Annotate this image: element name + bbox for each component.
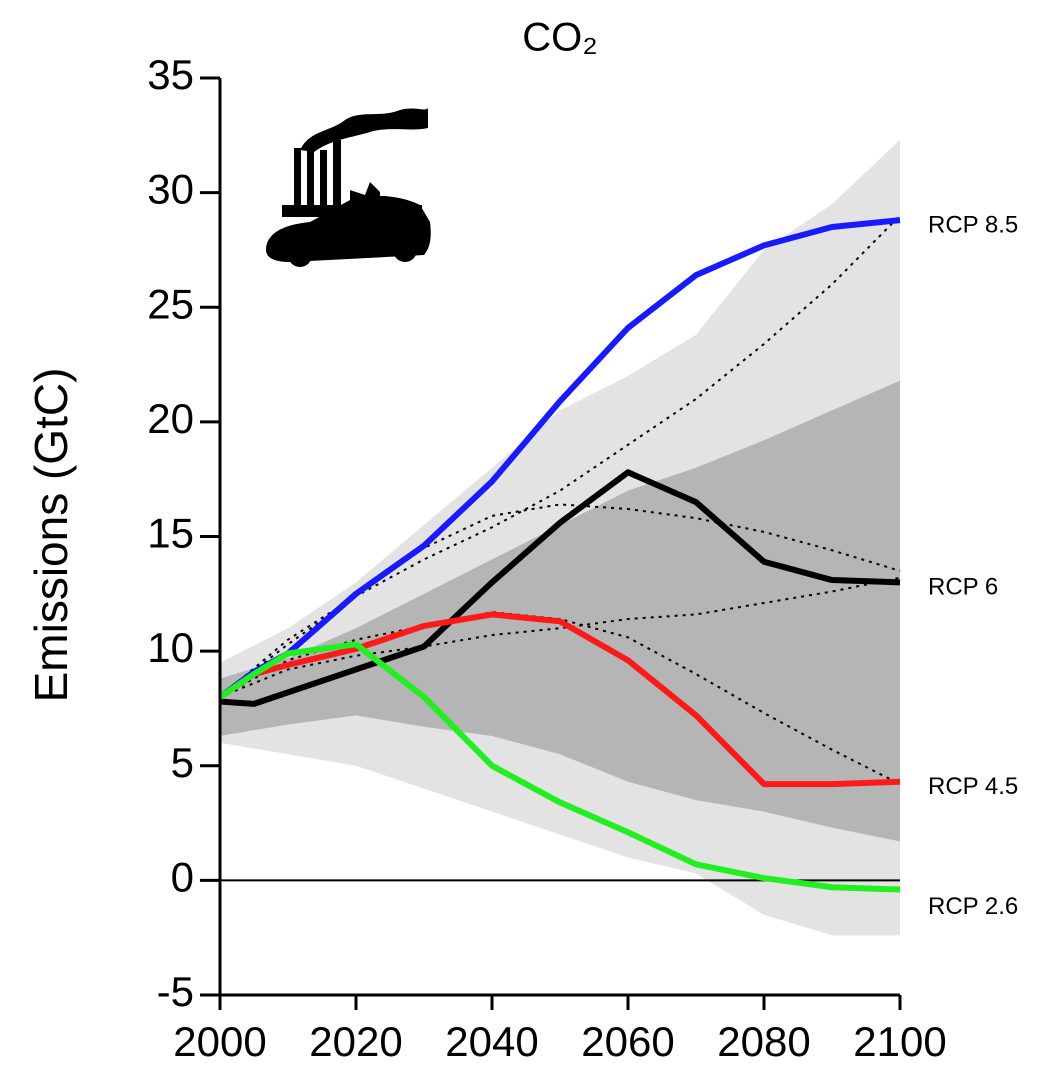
y-tick-label: 15: [147, 510, 194, 557]
series-label: RCP 6: [928, 574, 998, 601]
y-tick-label: 0: [171, 853, 194, 900]
x-tick-label: 2100: [853, 1018, 946, 1065]
y-tick-label: -5: [157, 968, 194, 1015]
x-tick-label: 2000: [173, 1018, 266, 1065]
chart-title: CO₂: [522, 16, 598, 60]
series-line: [218, 611, 901, 788]
reference-line: [219, 214, 901, 698]
y-tick-label: 25: [147, 280, 194, 327]
series-label: RCP 8.5: [928, 211, 1018, 238]
x-tick-label: 2080: [717, 1018, 810, 1065]
x-tick-label: 2020: [309, 1018, 402, 1065]
series-line: [218, 641, 901, 893]
y-tick-label: 30: [147, 166, 194, 213]
y-tick-label: 35: [147, 51, 194, 98]
x-tick-label: 2060: [581, 1018, 674, 1065]
uncertainty-band: [220, 380, 900, 842]
reference-line: [219, 503, 901, 698]
y-axis-label: Emissions (GtC): [25, 368, 77, 703]
series-line: [219, 469, 901, 707]
series-label: RCP 4.5: [928, 773, 1018, 800]
x-tick-label: 2040: [445, 1018, 538, 1065]
factory-car-icon: [266, 108, 431, 267]
series-label: RCP 2.6: [928, 893, 1018, 920]
bands: [220, 139, 900, 936]
y-tick-label: 5: [171, 739, 194, 786]
reference-line: [219, 576, 901, 698]
y-tick-label: 10: [147, 624, 194, 671]
y-tick-label: 20: [147, 395, 194, 442]
